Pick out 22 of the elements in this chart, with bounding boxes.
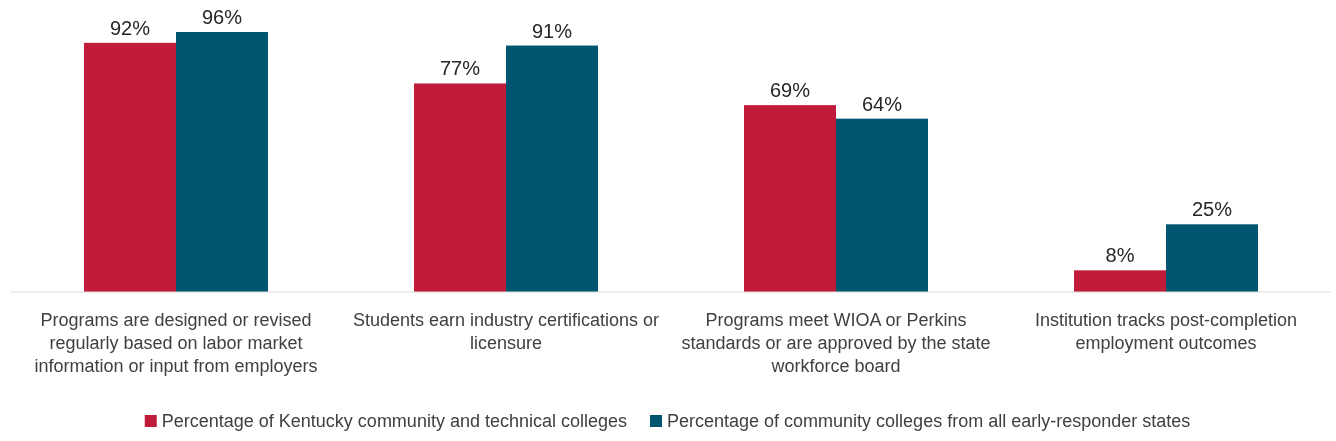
data-label: 77%	[439, 57, 481, 80]
legend-label: Percentage of community colleges from all early-responder states	[667, 411, 1191, 431]
bar	[84, 42, 176, 292]
bar	[744, 105, 836, 292]
legend-label: Percentage of Kentucky community and technical colleges	[161, 411, 628, 431]
bar	[1166, 224, 1258, 292]
data-label: 64%	[861, 92, 903, 115]
x-tick-label: Institution tracks post-completion employment outcomes	[1034, 310, 1298, 353]
bar	[1074, 270, 1166, 292]
data-label: 69%	[769, 79, 811, 102]
bar	[506, 45, 598, 292]
data-label: 96%	[201, 6, 243, 28]
data-label: 92%	[109, 16, 151, 39]
bar	[176, 32, 268, 292]
data-label: 91%	[531, 19, 573, 42]
data-label: 8%	[1105, 244, 1135, 267]
x-tick-label: Programs meet WIOA or Perkins standards or are approved by the state workforce board	[681, 310, 991, 376]
bar	[836, 118, 928, 292]
x-tick-label: Programs are designed or revised regularly based on labor market information or input from employers	[34, 310, 318, 376]
bar	[414, 83, 506, 292]
data-label: 25%	[1191, 198, 1233, 221]
x-tick-label: Students earn industry certifications or licensure	[352, 310, 660, 353]
